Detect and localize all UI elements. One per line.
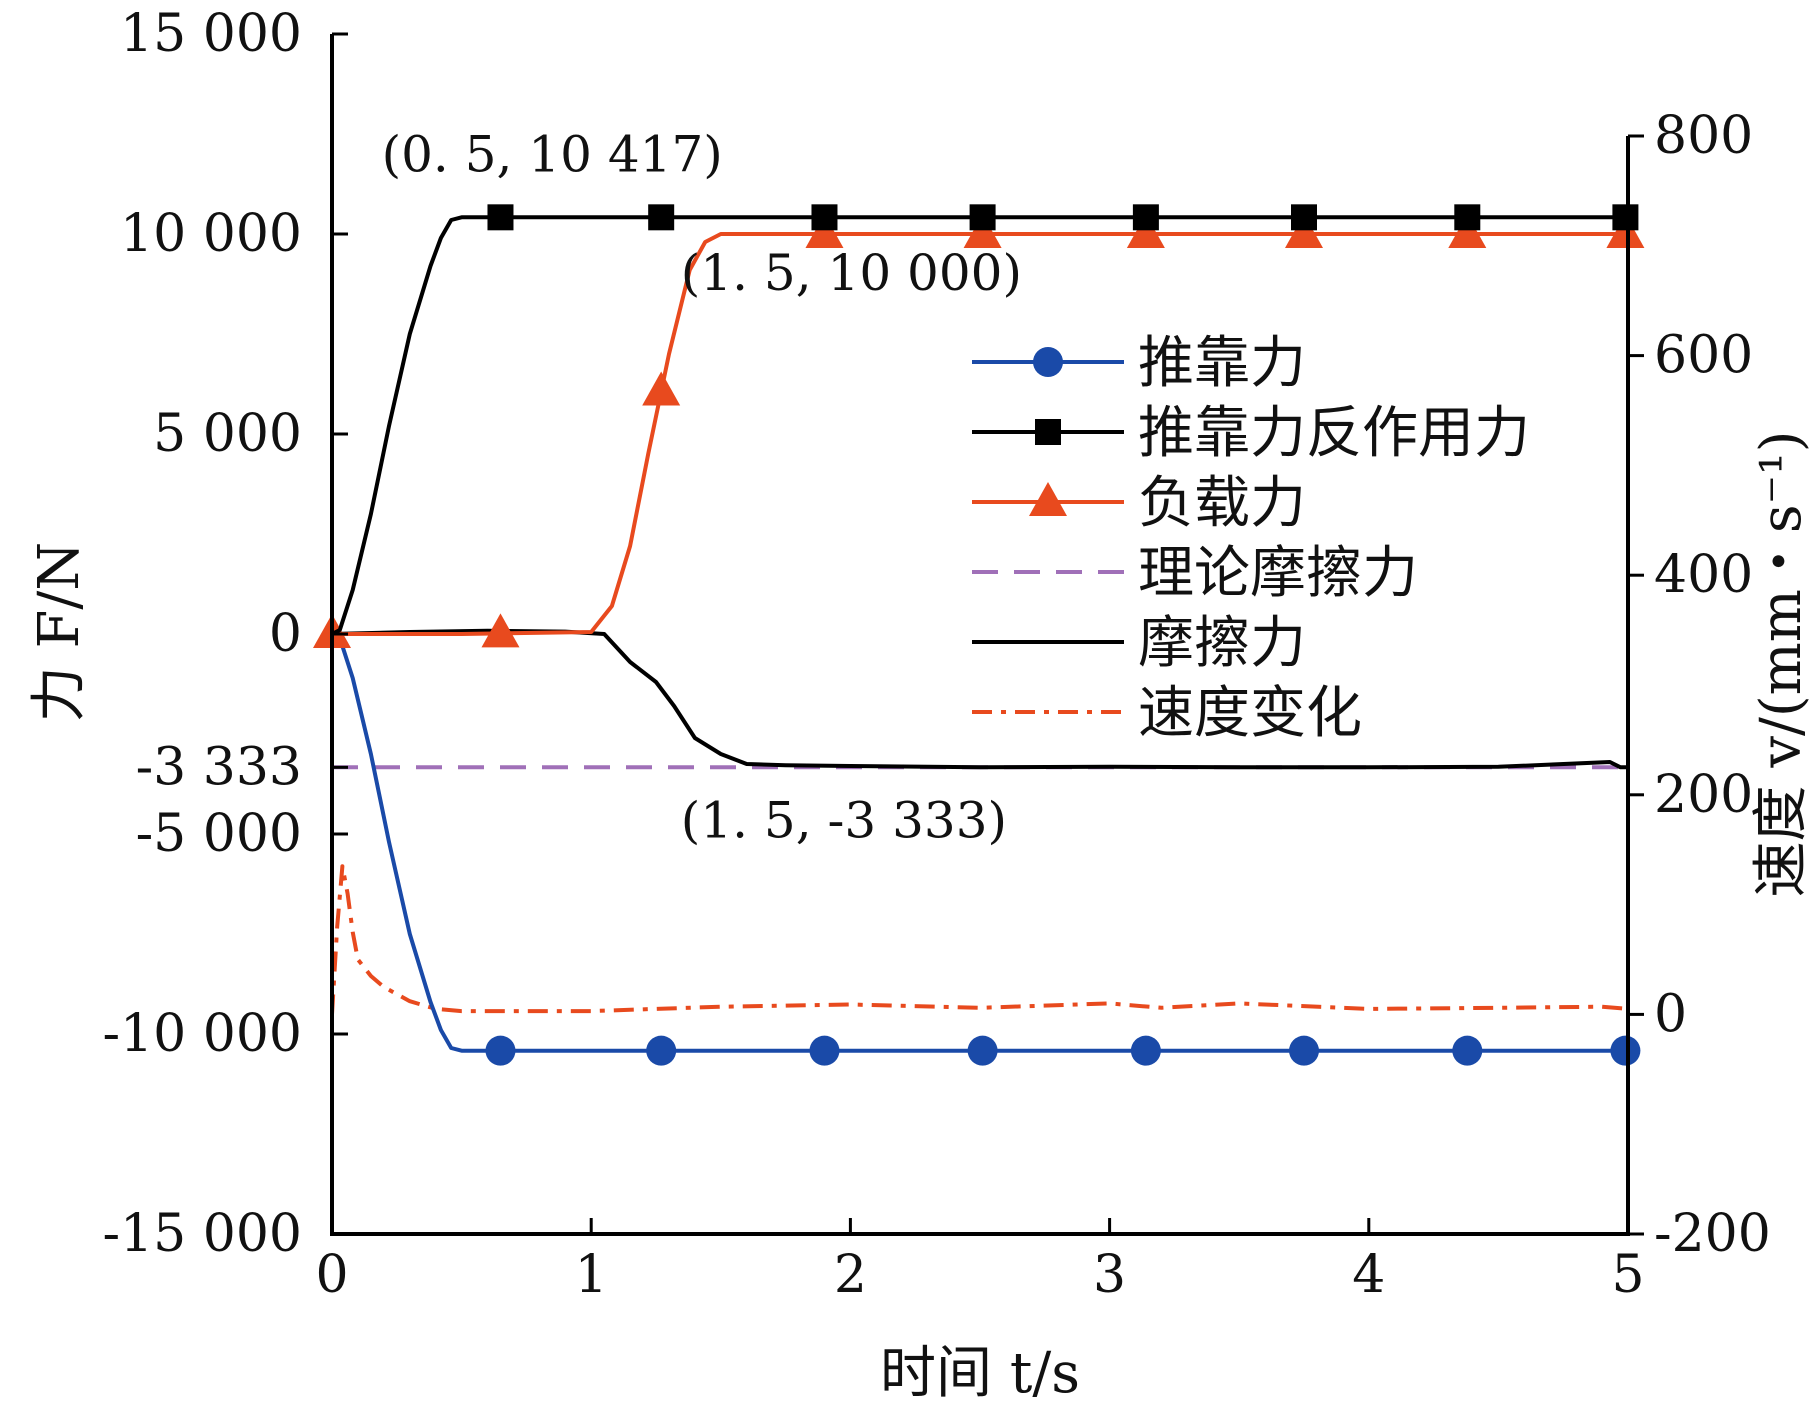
right-tick-label: 800 [1654,106,1753,166]
x-tick-label: 1 [575,1245,608,1305]
right-tick-label: 0 [1654,984,1687,1044]
series-2-marker-triangle [642,371,681,406]
series-2-marker-triangle [805,214,844,248]
series-0-marker-circle [809,1035,840,1066]
legend-label: 负载力 [1138,471,1306,536]
series-1-marker-square [648,204,675,231]
right-tick-label: 400 [1654,545,1753,605]
series-1-line [331,215,1628,636]
left-axis-title: 力 F/N [27,542,92,723]
annotation-label: (0. 5, 10 417) [382,125,723,183]
series-1-marker-square [1291,204,1317,231]
annotation-label: (1. 5, 10 000) [681,244,1022,302]
series-0-marker-circle [1610,1035,1641,1066]
left-tick-label: -3 333 [136,737,302,797]
left-tick-label: 10 000 [120,204,302,264]
series-0-marker-circle [1452,1035,1483,1066]
series-0-line [331,632,1628,1053]
left-tick-label: 5 000 [153,404,302,464]
series-2-marker-triangle [1448,214,1487,248]
series-0-marker-circle [646,1035,677,1066]
right-tick-label: 200 [1654,765,1753,825]
left-tick-label: -10 000 [102,1004,302,1064]
series-layer [313,204,1645,1066]
series-1-marker-square [969,204,996,231]
series-1-marker-square [487,204,514,231]
x-tick-label: 2 [834,1245,867,1305]
series-1-marker-square [811,204,838,231]
x-axis-title: 时间 t/s [880,1341,1080,1406]
series-2-marker-triangle [481,613,520,648]
legend-label: 速度变化 [1138,681,1362,746]
right-tick-label: 600 [1654,326,1753,386]
series-0-marker-circle [1289,1035,1319,1066]
right-tick-label: -200 [1654,1204,1771,1264]
x-tick-label: 0 [315,1245,348,1305]
right-axis-title: 速度 v/(mm・s⁻¹) [1749,431,1814,898]
x-tick-label: 4 [1352,1245,1385,1305]
legend-label: 理论摩擦力 [1138,541,1418,606]
series-2-marker-triangle [963,214,1002,248]
x-tick-label: 5 [1611,1245,1644,1305]
series-1-marker-square [1454,204,1481,231]
series-2-marker-triangle [1285,214,1323,248]
legend-background [960,328,1580,740]
series-2-line [332,232,1628,636]
left-tick-label: -5 000 [136,804,302,864]
series-0-marker-circle [967,1035,998,1066]
legend-marker-circle [1033,347,1063,377]
legend-marker-triangle [1029,482,1067,516]
ticks-layer: 0 1 2 3 4 5 15 000 10 000 5 000 0 -3 333 -5 000 -10 … [102,4,1770,1305]
legend-marker-square [1035,419,1061,445]
legend-label: 推靠力 [1138,331,1306,396]
series-5-line [330,864,1629,1015]
series-1-marker-square [1612,204,1639,231]
legend-label: 摩擦力 [1138,611,1306,676]
series-0-marker-circle [485,1035,516,1066]
annotation-label: (1. 5, -3 333) [681,791,1007,849]
series-1-marker-square [1132,204,1159,231]
left-tick-label: 0 [269,604,302,664]
left-tick-label: 15 000 [120,4,302,64]
x-tick-label: 3 [1093,1245,1126,1305]
left-tick-label: -15 000 [102,1204,302,1264]
series-2-marker-triangle [1126,214,1165,248]
series-0-marker-circle [1130,1035,1161,1066]
series-2-marker-triangle [1606,214,1645,248]
annotation-layer: (0. 5, 10 417) (1. 5, 10 000) (1. 5, -3 33… [382,125,1022,849]
legend-label: 推靠力反作用力 [1138,401,1530,466]
